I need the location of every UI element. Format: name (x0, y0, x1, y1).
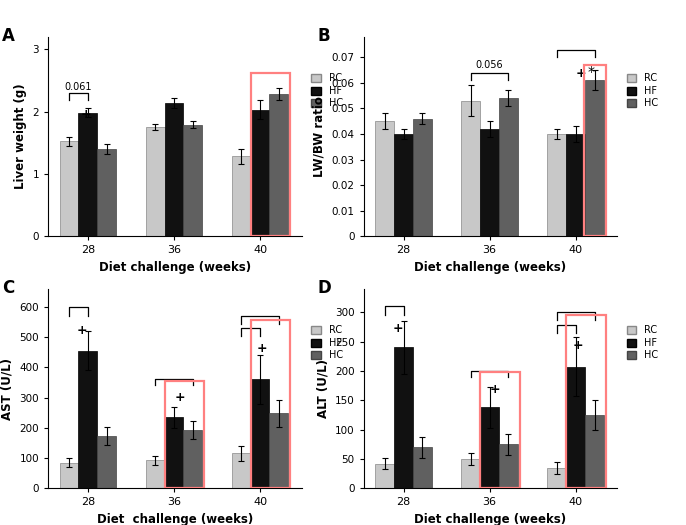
Text: +: + (576, 67, 587, 80)
Bar (250, 110, 270, 236)
Text: +: + (257, 342, 268, 355)
Bar (250, 380, 270, 488)
Bar (566, 367, 585, 488)
Bar (547, 468, 566, 488)
Bar (270, 94, 288, 236)
Text: +: + (174, 391, 185, 404)
Bar (183, 124, 202, 236)
Bar (480, 129, 499, 236)
Text: +: + (392, 322, 403, 335)
Bar (60, 142, 78, 236)
Bar (499, 444, 518, 488)
Text: 0.056: 0.056 (475, 60, 504, 70)
X-axis label: Diet challenge (weeks): Diet challenge (weeks) (99, 261, 251, 274)
Bar (413, 119, 432, 236)
Bar (547, 134, 566, 236)
Bar (165, 103, 183, 236)
Bar (585, 415, 604, 488)
Bar (78, 113, 97, 236)
X-axis label: Diet challenge (weeks): Diet challenge (weeks) (414, 513, 567, 525)
Bar (566, 134, 585, 236)
Bar (183, 430, 202, 488)
Bar (145, 460, 165, 488)
Bar (566, 315, 606, 488)
Bar (394, 348, 413, 488)
Bar (413, 447, 432, 488)
Text: D: D (318, 279, 331, 297)
Bar (585, 80, 604, 236)
Text: C: C (2, 279, 14, 297)
Y-axis label: AST (U/L): AST (U/L) (1, 358, 14, 419)
Bar (480, 407, 499, 488)
Y-axis label: ALT (U/L): ALT (U/L) (316, 359, 329, 418)
Legend: RC, HF, HC: RC, HF, HC (625, 71, 661, 110)
Bar (461, 459, 480, 488)
Text: *: * (587, 65, 594, 79)
Bar (60, 463, 78, 488)
Bar (78, 351, 97, 488)
Text: +: + (81, 108, 91, 121)
Text: +: + (572, 339, 583, 352)
Text: A: A (2, 27, 15, 45)
Y-axis label: Liver weight (g): Liver weight (g) (14, 83, 27, 190)
Text: 0.061: 0.061 (64, 81, 92, 91)
Y-axis label: LW/BW ratio: LW/BW ratio (313, 96, 326, 177)
Bar (232, 156, 250, 236)
Bar (165, 381, 204, 488)
Bar (584, 65, 606, 236)
Bar (145, 127, 165, 236)
Bar (375, 464, 394, 488)
Text: +: + (490, 383, 501, 396)
Legend: RC, HF, HC: RC, HF, HC (309, 323, 345, 362)
X-axis label: Diet challenge (weeks): Diet challenge (weeks) (414, 261, 567, 274)
Text: B: B (318, 27, 331, 45)
Bar (394, 134, 413, 236)
Bar (250, 73, 290, 236)
Bar (499, 98, 518, 236)
Bar (270, 413, 288, 488)
Bar (461, 101, 480, 236)
X-axis label: Diet  challenge (weeks): Diet challenge (weeks) (97, 513, 253, 525)
Bar (250, 320, 290, 488)
Legend: RC, HF, HC: RC, HF, HC (309, 71, 345, 110)
Bar (165, 417, 183, 488)
Bar (232, 454, 250, 488)
Legend: RC, HF, HC: RC, HF, HC (625, 323, 661, 362)
Bar (97, 436, 117, 488)
Bar (375, 121, 394, 236)
Text: +: + (77, 323, 88, 337)
Bar (97, 149, 117, 236)
Bar (480, 372, 520, 488)
